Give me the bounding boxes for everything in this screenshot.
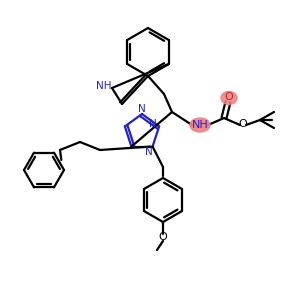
Text: O: O [238, 119, 247, 129]
Text: N: N [138, 104, 146, 114]
Text: NH: NH [192, 120, 208, 130]
Text: N: N [149, 119, 157, 129]
Text: O: O [159, 232, 167, 242]
Ellipse shape [221, 92, 237, 104]
Text: N: N [145, 147, 152, 157]
Text: O: O [225, 92, 233, 102]
Ellipse shape [190, 118, 210, 132]
Text: NH: NH [96, 81, 112, 91]
